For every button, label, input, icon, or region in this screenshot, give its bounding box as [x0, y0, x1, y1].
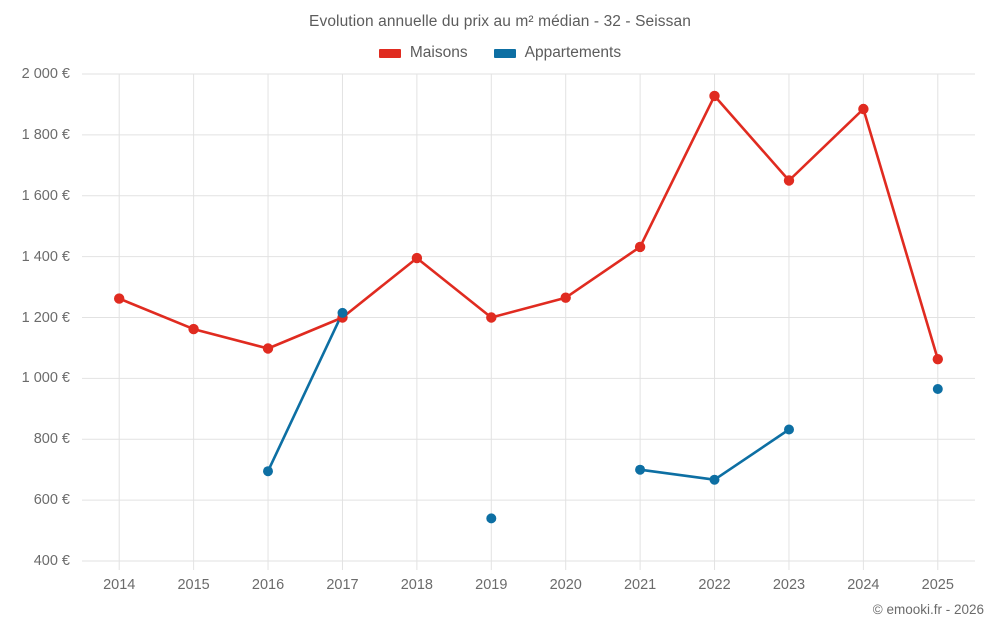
data-point[interactable]: [635, 464, 646, 475]
x-axis-tick-label: 2019: [475, 577, 508, 593]
legend-item-appartements[interactable]: Appartements: [493, 44, 622, 62]
data-point[interactable]: [560, 292, 571, 303]
data-point[interactable]: [411, 252, 423, 264]
y-axis-tick-label: 400 €: [33, 553, 70, 569]
x-axis-tick-label: 2021: [623, 577, 657, 593]
x-axis-tick-label: 2024: [847, 577, 880, 593]
y-axis-tick-label: 800 €: [33, 431, 70, 448]
x-axis-tick-label: 2018: [400, 577, 434, 593]
legend-swatch-appartements: [493, 48, 516, 58]
series-points: [114, 90, 943, 524]
x-axis-tick-label: 2016: [251, 577, 285, 593]
data-point[interactable]: [634, 241, 646, 253]
y-axis-tick-label: 1 800 €: [21, 126, 70, 143]
series-lines: [117, 94, 940, 482]
y-axis-tick-label: 600 €: [33, 492, 70, 509]
legend-label-maisons: Maisons: [409, 44, 468, 61]
y-axis-tick-label: 1 200 €: [21, 309, 70, 326]
data-point[interactable]: [263, 466, 273, 477]
data-point[interactable]: [114, 293, 125, 304]
x-axis-tick-label: 2023: [772, 577, 806, 593]
data-point[interactable]: [486, 513, 497, 524]
grid-lines: [82, 73, 975, 570]
x-axis-tick-label: 2014: [103, 577, 136, 593]
x-axis-tick-label: 2022: [698, 577, 731, 593]
data-point[interactable]: [337, 307, 348, 318]
y-axis-tick-label: 2 000 €: [21, 66, 70, 82]
series-line-appartements: [266, 311, 344, 473]
data-point[interactable]: [784, 424, 794, 435]
legend-item-maisons[interactable]: Maisons: [378, 44, 468, 62]
y-axis-tick-label: 1 400 €: [21, 248, 70, 265]
x-axis-tick-label: 2017: [326, 577, 359, 593]
y-axis-tick-label: 1 000 €: [21, 370, 70, 387]
data-point[interactable]: [709, 90, 720, 102]
legend-label-appartements: Appartements: [524, 44, 622, 61]
chart-credit: © emooki.fr - 2026: [872, 602, 984, 617]
series-line-maisons: [117, 94, 940, 361]
data-point[interactable]: [188, 323, 199, 335]
data-point[interactable]: [932, 354, 943, 365]
data-point[interactable]: [783, 175, 795, 186]
data-point[interactable]: [486, 312, 497, 323]
data-point[interactable]: [709, 474, 720, 485]
data-point[interactable]: [932, 384, 943, 394]
chart-legend: Maisons Appartements: [0, 44, 1000, 62]
legend-swatch-maisons: [378, 48, 401, 58]
x-axis-tick-label: 2015: [177, 577, 210, 593]
x-axis-tick-label: 2025: [921, 577, 954, 593]
data-point[interactable]: [262, 343, 274, 354]
x-axis-tick-label: 2020: [549, 577, 582, 593]
y-axis-tick-label: 1 600 €: [21, 187, 70, 204]
data-point[interactable]: [858, 103, 869, 115]
chart-title: Evolution annuelle du prix au m² médian …: [309, 13, 691, 30]
